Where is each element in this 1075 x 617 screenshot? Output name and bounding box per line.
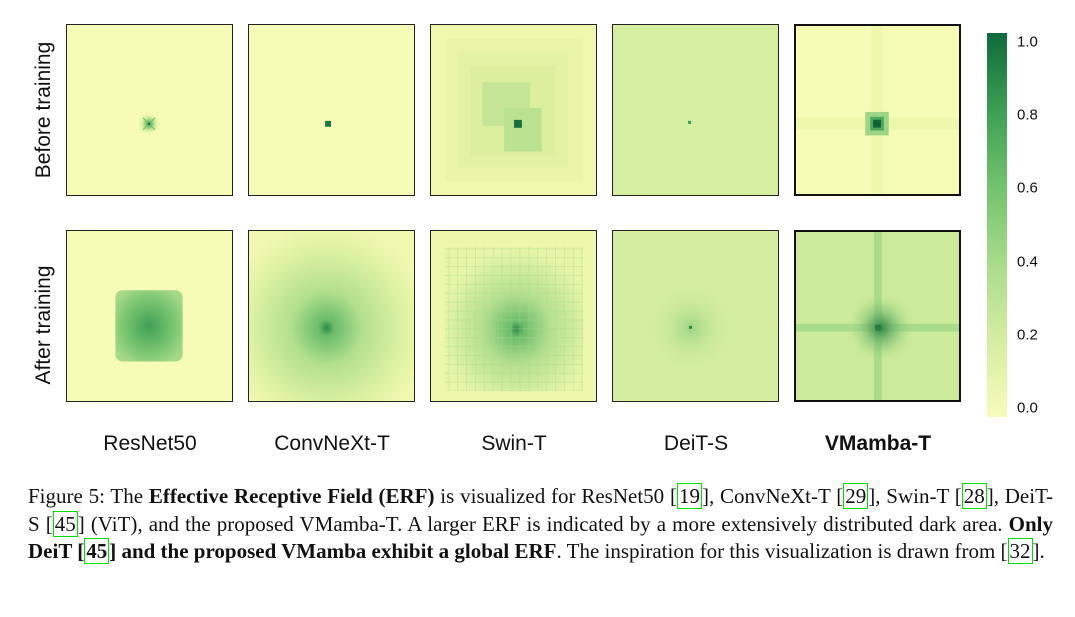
citation-link[interactable]: 19 (676, 483, 702, 509)
colorbar-tick: 1.0 (1017, 33, 1038, 51)
colorbar-tick: 0.6 (1017, 179, 1038, 197)
citation-link[interactable]: 45 (84, 538, 110, 564)
erf-panel-swin-after (430, 230, 597, 402)
erf-panel-deit-after (612, 230, 779, 402)
row-label-after: After training (32, 265, 55, 385)
citation-link[interactable]: 29 (843, 483, 869, 509)
colorbar (987, 33, 1007, 417)
col-label-convnext: ConvNeXt-T (274, 432, 390, 455)
row-label-before: Before training (32, 41, 55, 179)
erf-panel-vmamba-before (794, 24, 961, 196)
erf-panel-resnet50-after (66, 230, 233, 402)
col-label-resnet50: ResNet50 (103, 432, 197, 455)
caption-bold-erf: Effective Receptive Field (ERF) (148, 484, 435, 508)
col-label-vmamba: VMamba-T (824, 432, 932, 455)
erf-panel-convnext-before (248, 24, 415, 196)
erf-panel-resnet50-before (66, 24, 233, 196)
colorbar-tick: 0.4 (1017, 253, 1038, 271)
erf-panel-swin-before (430, 24, 597, 196)
figure-caption: Figure 5: The Effective Receptive Field … (28, 483, 1053, 564)
colorbar-tick: 0.2 (1017, 326, 1038, 344)
erf-panel-deit-before (612, 24, 779, 196)
colorbar-tick: 0.0 (1017, 399, 1038, 417)
erf-panel-convnext-after (248, 230, 415, 402)
erf-panel-vmamba-after (794, 230, 961, 402)
citation-link[interactable]: 28 (961, 483, 987, 509)
col-label-swin: Swin-T (481, 432, 547, 455)
citation-link[interactable]: 32 (1007, 538, 1033, 564)
col-label-deit: DeiT-S (663, 432, 729, 455)
citation-link[interactable]: 45 (52, 510, 78, 537)
colorbar-tick: 0.8 (1017, 106, 1038, 124)
